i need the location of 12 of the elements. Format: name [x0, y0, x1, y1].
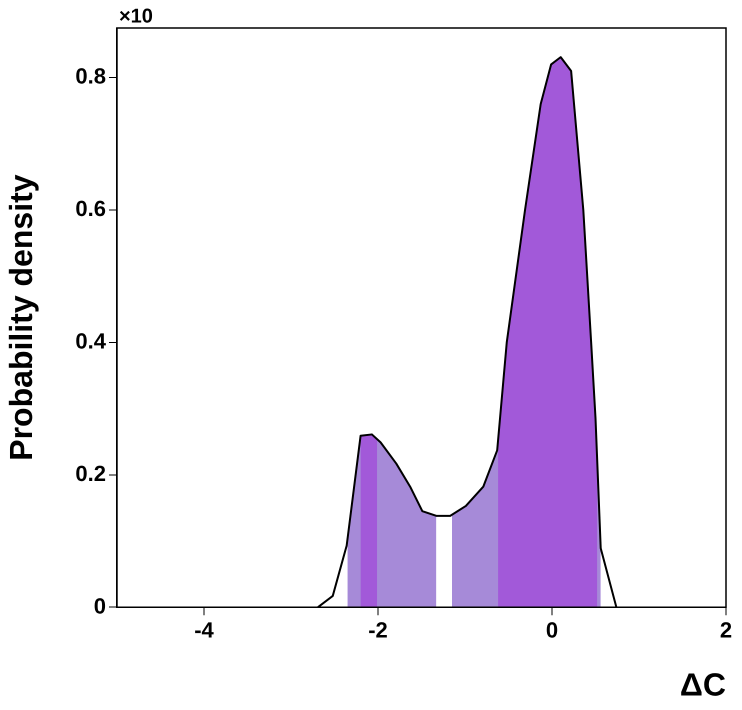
y-tick-label: 0 — [94, 593, 106, 618]
y-tick-label: 0.6 — [75, 196, 106, 222]
y-tick-label: 0.2 — [75, 460, 106, 486]
x-tick-label: -4 — [194, 617, 215, 642]
y-tick-label: 0.8 — [75, 64, 106, 89]
x-tick-label: 0 — [546, 617, 558, 642]
y-tick-label: 0.4 — [75, 328, 107, 354]
x-tick-label: 2 — [720, 617, 732, 642]
x-tick-label: -2 — [368, 617, 388, 642]
text: ×10 — [118, 6, 153, 28]
x-axis-title: ΔC — [680, 666, 726, 703]
y-axis-title: Probability density — [3, 174, 40, 461]
